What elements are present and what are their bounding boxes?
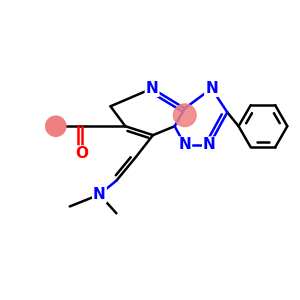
Text: N: N bbox=[93, 187, 106, 202]
Text: O: O bbox=[75, 146, 88, 161]
Circle shape bbox=[173, 104, 196, 127]
Text: N: N bbox=[205, 81, 218, 96]
Text: N: N bbox=[203, 137, 216, 152]
Circle shape bbox=[46, 116, 66, 136]
Text: N: N bbox=[178, 137, 191, 152]
Text: N: N bbox=[146, 81, 158, 96]
